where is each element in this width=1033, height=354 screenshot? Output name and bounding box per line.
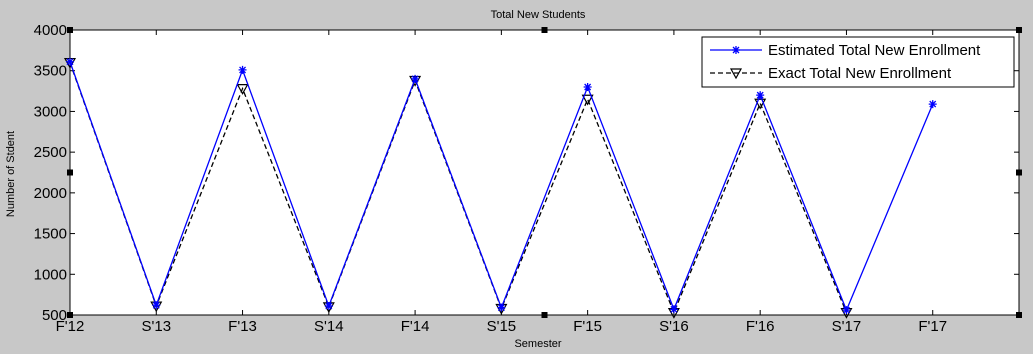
y-tick-label: 3000: [34, 103, 67, 120]
legend-box: [701, 36, 1015, 88]
legend-marker: [732, 46, 740, 54]
selection-handle[interactable]: [1016, 312, 1022, 318]
y-tick-label: 4000: [34, 22, 67, 39]
data-point: [236, 84, 249, 95]
legend-entry: Estimated Total New Enrollment: [710, 42, 981, 59]
legend-marker: [729, 68, 743, 80]
legend-label: Estimated Total New Enrollment: [768, 42, 981, 59]
data-point: [152, 301, 161, 310]
data-point: [754, 98, 767, 110]
selection-handle[interactable]: [67, 169, 73, 176]
data-point: [581, 94, 594, 106]
selection-handle[interactable]: [541, 312, 548, 318]
x-tick-label: S'17: [832, 318, 862, 335]
x-tick-label: F'17: [918, 318, 947, 335]
y-tick-label: 1000: [34, 266, 67, 283]
y-tick-label: 500: [42, 307, 67, 324]
selection-handles[interactable]: [67, 27, 1022, 318]
selection-handle[interactable]: [1016, 169, 1022, 176]
y-tick-label: 1500: [34, 226, 67, 243]
y-tick-label: 2000: [34, 185, 67, 202]
data-point: [756, 91, 765, 100]
series-estimated: [66, 57, 937, 315]
x-tick-label: F'16: [746, 318, 775, 335]
data-point: [583, 83, 592, 91]
x-axis-label: Semester: [514, 338, 561, 349]
selection-handle[interactable]: [67, 27, 73, 33]
legend-entry: Exact Total New Enrollment: [710, 65, 952, 82]
data-point: [928, 100, 937, 109]
x-tick-labels: F'12 S'13 F'13 S'14 F'14 S'15 F'15 S'16 F'16 S'17…: [56, 318, 947, 335]
legend-label: Exact Total New Enrollment: [768, 65, 952, 82]
selection-handle[interactable]: [541, 27, 548, 33]
data-point: [238, 65, 247, 74]
y-tick-label: 2500: [34, 144, 67, 161]
x-tick-label: F'15: [573, 318, 602, 335]
x-tick-label: F'14: [401, 318, 430, 335]
x-tick-label: F'13: [228, 318, 257, 335]
x-tick-label: F'12: [56, 318, 85, 335]
x-tick-label: S'16: [659, 318, 689, 335]
data-point: [669, 305, 678, 314]
x-tick-label: S'15: [487, 318, 517, 335]
series-layer: [63, 57, 937, 319]
data-point: [324, 302, 333, 311]
selection-handle[interactable]: [67, 312, 73, 318]
data-point: [66, 57, 74, 66]
legend: Estimated Total New Enrollment Exact Tota…: [701, 36, 1015, 88]
x-tick-label: S'14: [314, 318, 344, 335]
y-axis-label: Number of Stdent: [5, 131, 17, 217]
data-point: [842, 306, 851, 315]
data-point: [497, 303, 506, 312]
chart-title: Total New Students: [491, 9, 586, 21]
y-tick-label: 3500: [34, 63, 67, 80]
data-point: [411, 74, 420, 83]
y-tick-labels: 500 1000 1500 2000 2500 3000 3500 4000: [34, 22, 67, 324]
selection-handle[interactable]: [1016, 27, 1022, 33]
x-tick-label: S'13: [141, 318, 171, 335]
